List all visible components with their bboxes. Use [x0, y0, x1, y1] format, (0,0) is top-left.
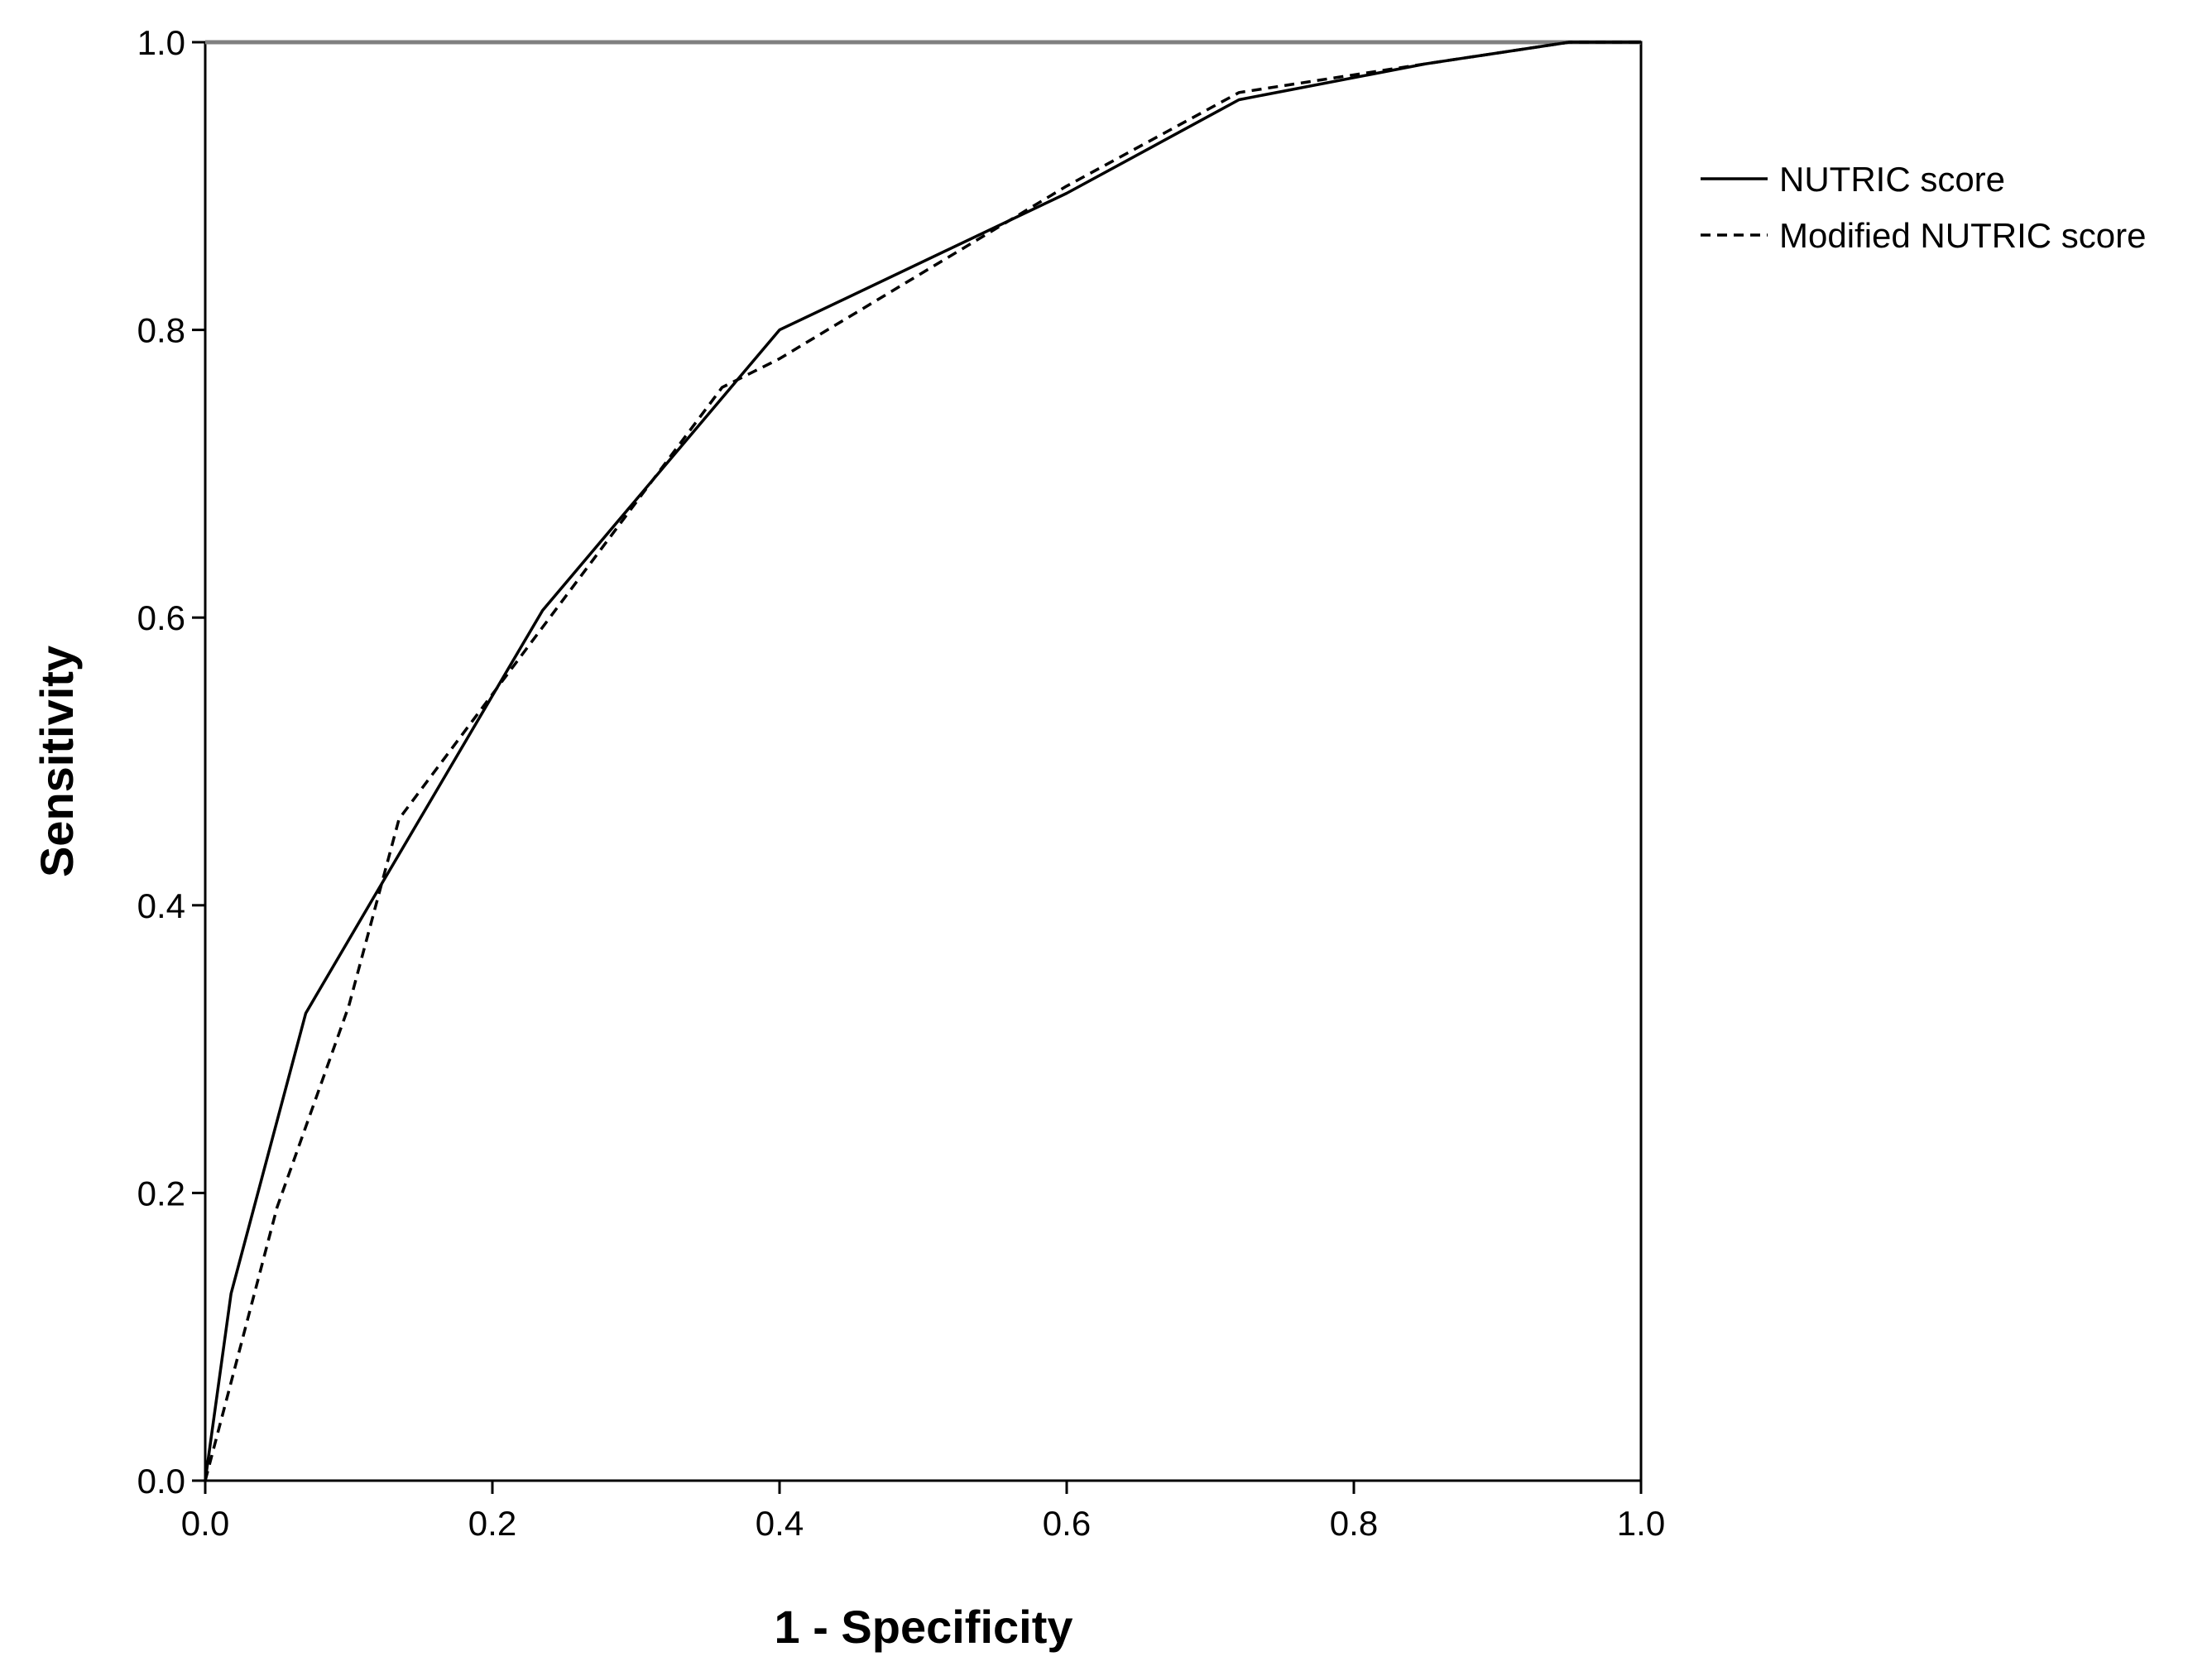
y-tick-label: 0.2 [137, 1174, 185, 1212]
legend: NUTRIC score Modified NUTRIC score [1701, 160, 2146, 255]
y-axis-title: Sensitivity [31, 646, 83, 877]
x-axis-ticks: 0.0 0.2 0.4 0.6 0.8 1.0 [181, 1481, 1665, 1543]
x-tick-label: 0.8 [1330, 1504, 1378, 1543]
y-tick-label: 0.8 [137, 311, 185, 350]
y-tick-label: 0.4 [137, 886, 185, 925]
series-line-nutric [204, 41, 1641, 1481]
y-tick-label: 0.0 [137, 1462, 185, 1501]
x-axis-title: 1 - Specificity [774, 1601, 1072, 1653]
series-lines [204, 41, 1641, 1481]
series-line-modified-nutric [204, 41, 1641, 1481]
y-tick-label: 0.6 [137, 598, 185, 637]
x-tick-label: 0.6 [1043, 1504, 1091, 1543]
x-tick-label: 0.4 [756, 1504, 804, 1543]
legend-label: NUTRIC score [1779, 160, 2005, 199]
x-tick-label: 0.2 [468, 1504, 516, 1543]
x-tick-label: 0.0 [181, 1504, 229, 1543]
legend-label: Modified NUTRIC score [1779, 216, 2146, 255]
plot-frame [204, 41, 1643, 1482]
y-axis-ticks: 0.0 0.2 0.4 0.6 0.8 1.0 [137, 23, 205, 1501]
y-tick-label: 1.0 [137, 23, 185, 62]
x-tick-label: 1.0 [1617, 1504, 1665, 1543]
